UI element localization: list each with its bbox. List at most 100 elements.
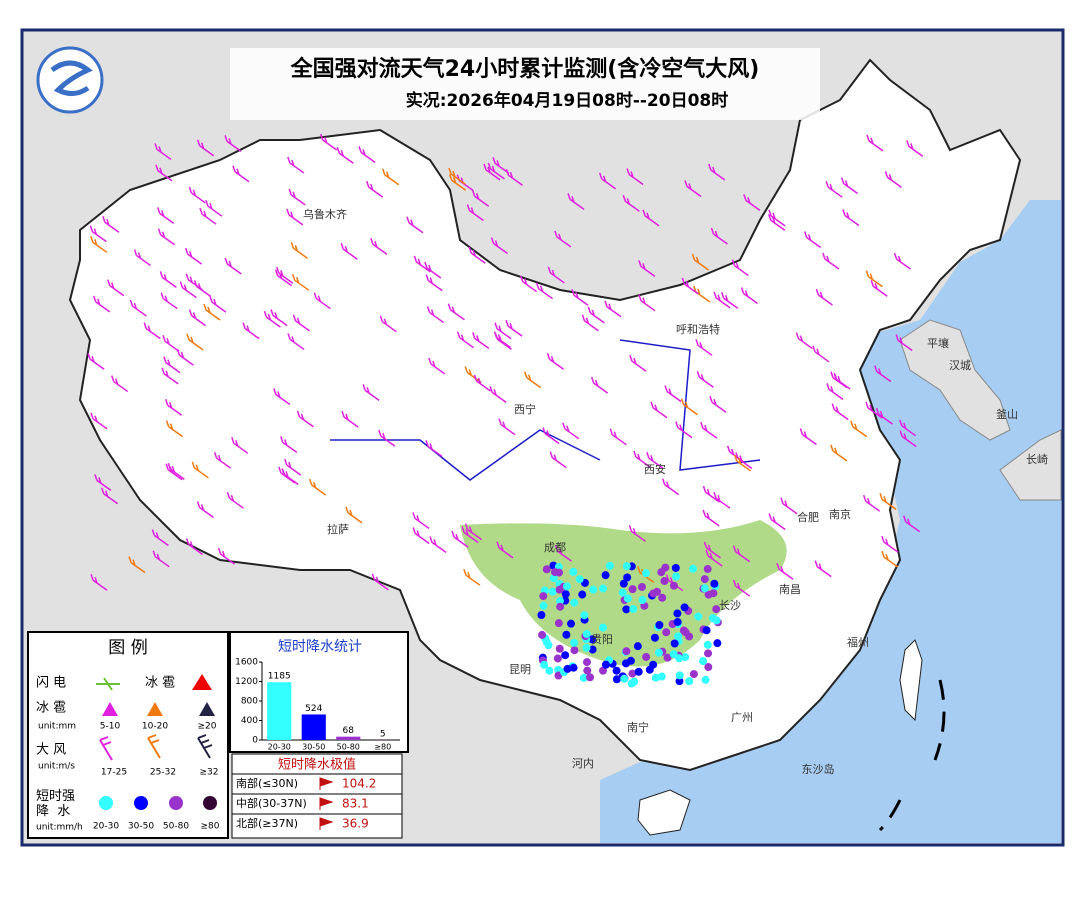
region: 南部(≤30N) <box>236 776 298 790</box>
rain-dot <box>704 565 712 573</box>
legend-item: 20-30 <box>93 822 119 832</box>
rain-dot <box>619 589 627 597</box>
region: 北部(≥37N) <box>236 816 298 830</box>
rain-dot <box>599 624 607 632</box>
legend-item: 30-50 <box>128 822 154 832</box>
rain-dot <box>674 618 682 626</box>
extreme-value: 104.2 <box>342 777 376 791</box>
rain-dot <box>556 645 564 653</box>
city-label: 昆明 <box>509 663 531 676</box>
rain-dot <box>710 580 718 588</box>
rain-dot <box>623 573 631 581</box>
rain-dot <box>556 603 564 611</box>
bar <box>336 737 360 740</box>
value-label: 524 <box>305 704 322 714</box>
rain-dot <box>586 673 594 681</box>
rain-dot <box>651 634 659 642</box>
rain-dot <box>562 631 570 639</box>
rain-dot <box>660 577 668 585</box>
x-tick-label: ≥80 <box>374 743 391 752</box>
rain-dot <box>639 596 647 604</box>
rain-dot <box>582 644 590 652</box>
rain-dot <box>549 588 557 596</box>
rain-dot <box>652 674 660 682</box>
rain-dot <box>629 605 637 613</box>
rain-dot <box>554 654 562 662</box>
legend-label: 冰 雹 <box>36 701 66 716</box>
rain-dot <box>674 632 682 640</box>
subtitle: 实况:2026年04月19日08时--20日08时 <box>406 90 729 111</box>
rain-icon <box>169 796 183 810</box>
rain-dot <box>672 564 680 572</box>
city-label: 广州 <box>731 711 753 724</box>
rain-dot <box>622 605 630 613</box>
rain-dot <box>672 572 680 580</box>
rain-dot <box>642 653 650 661</box>
legend-item: 17-25 <box>101 768 127 778</box>
rain-dot <box>713 639 721 647</box>
extremes-title: 短时降水极值 <box>278 757 356 773</box>
rain-dot <box>670 582 678 590</box>
rain-dot <box>589 586 597 594</box>
city-label: 南昌 <box>779 583 801 596</box>
rain-dot <box>638 583 646 591</box>
rain-dot <box>675 654 683 662</box>
rain-dot <box>563 582 571 590</box>
city-label: 乌鲁木齐 <box>303 207 347 221</box>
legend-item: 50-80 <box>163 822 189 832</box>
value-label: 5 <box>380 729 386 739</box>
rain-dot <box>606 562 614 570</box>
rain-dot <box>642 569 650 577</box>
rain-dot <box>623 562 631 570</box>
city-label: 福州 <box>847 635 869 649</box>
bar <box>267 682 291 740</box>
rain-dot <box>713 616 721 624</box>
rain-dot <box>702 676 710 684</box>
city-label: 河内 <box>572 756 594 770</box>
bar <box>302 714 326 740</box>
y-tick-label: 800 <box>241 697 258 707</box>
city-label: 长崎 <box>1026 452 1048 466</box>
rain-dot <box>537 611 545 619</box>
rain-dot <box>681 603 689 611</box>
y-tick-label: 1600 <box>235 658 258 668</box>
rain-dot <box>570 599 578 607</box>
legend-label: 闪 电 <box>36 676 66 691</box>
city-label: 东沙岛 <box>802 762 835 776</box>
rain-dot <box>599 585 607 593</box>
legend-item: ≥80 <box>201 822 220 832</box>
rain-dot <box>602 661 610 669</box>
rain-icon <box>134 796 148 810</box>
rain-dot <box>634 642 642 650</box>
rain-dot <box>602 571 610 579</box>
rain-dot <box>661 564 669 572</box>
rain-dot <box>580 611 588 619</box>
rain-dot <box>567 620 575 628</box>
city-label: 贵阳 <box>591 633 613 646</box>
y-tick-label: 0 <box>252 736 258 746</box>
legend-item: 25-32 <box>150 768 176 778</box>
legend-item: 10-20 <box>142 722 168 732</box>
extreme-value: 83.1 <box>342 797 369 811</box>
value-label: 68 <box>343 726 355 736</box>
rain-dot <box>676 671 684 679</box>
rain-dot <box>620 675 628 683</box>
title: 全国强对流天气24小时累计监测(含冷空气大风) <box>290 56 760 82</box>
rain-dot <box>540 602 548 610</box>
rain-dot <box>551 568 559 576</box>
rain-dot <box>671 640 679 648</box>
rain-dot <box>561 651 569 659</box>
rain-dot <box>583 658 591 666</box>
rain-dot <box>699 657 707 665</box>
rain-dot <box>635 668 643 676</box>
rain-dot <box>680 626 688 634</box>
rain-dot <box>576 575 584 583</box>
y-tick-label: 1200 <box>235 677 258 687</box>
legend-label: 短时强降 水 <box>36 789 75 819</box>
city-label: 呼和浩特 <box>676 322 720 336</box>
rain-dot <box>673 609 681 617</box>
rain-dot <box>689 565 697 573</box>
rain-dot <box>613 667 621 675</box>
legend-label: 大 风 <box>36 743 66 758</box>
